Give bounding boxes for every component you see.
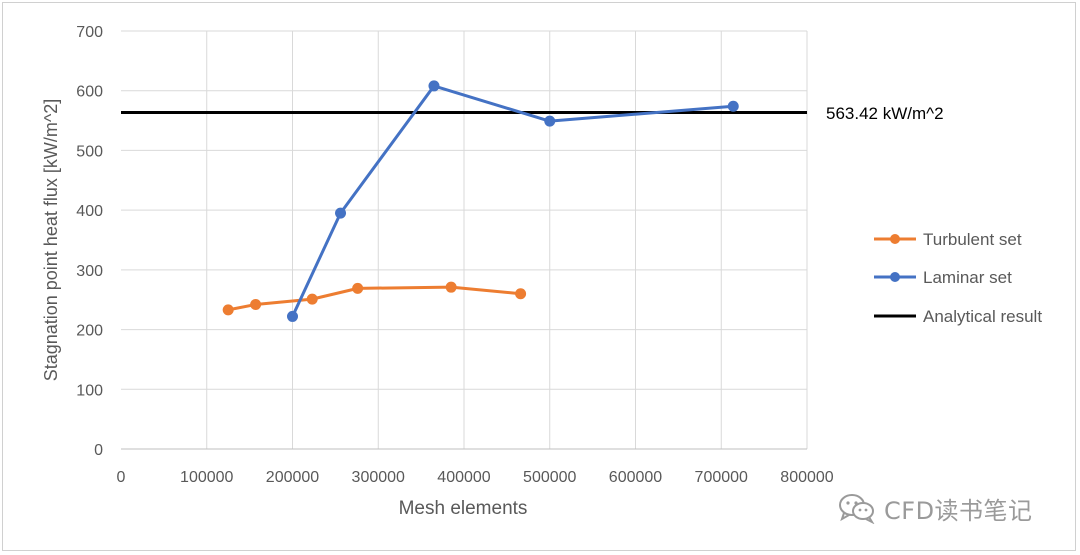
turbulent-set-point — [352, 282, 364, 294]
x-tick-label: 800000 — [780, 469, 833, 486]
wechat-icon — [839, 494, 875, 524]
laminar-set-point — [544, 115, 556, 127]
gridlines — [121, 30, 808, 449]
y-tick-label: 200 — [76, 323, 103, 340]
legend-item-turbulent: Turbulent set — [874, 230, 1022, 249]
y-tick-label: 500 — [76, 143, 103, 160]
turbulent-set-point — [515, 288, 527, 300]
watermark: CFD读书笔记 — [838, 488, 1033, 528]
reference-line-label: 563.42 kW/m^2 — [826, 104, 944, 123]
x-axis-label: Mesh elements — [399, 498, 528, 519]
legend-label-analytical: Analytical result — [923, 307, 1042, 326]
legend-label-laminar: Laminar set — [923, 268, 1012, 287]
y-tick-label: 700 — [76, 24, 103, 41]
turbulent-set-line — [227, 285, 521, 312]
laminar-set-point — [727, 100, 739, 112]
x-tick-label: 700000 — [695, 469, 748, 486]
turbulent-set-point — [250, 298, 262, 310]
x-tick-label: 600000 — [609, 469, 662, 486]
x-tick-label: 0 — [117, 469, 126, 486]
turbulent-set-point — [306, 293, 318, 305]
y-tick-label: 400 — [76, 203, 103, 220]
laminar-set-point — [335, 207, 347, 219]
x-tick-label: 400000 — [437, 469, 490, 486]
turbulent-set-point — [222, 304, 234, 316]
y-tick-label: 300 — [76, 263, 103, 280]
x-tick-label: 200000 — [266, 469, 319, 486]
y-tick-label: 100 — [76, 382, 103, 399]
x-tick-label: 300000 — [352, 469, 405, 486]
laminar-set-point — [428, 80, 440, 92]
laminar-set-line — [291, 84, 734, 318]
legend: Turbulent set Laminar set Analytical res… — [874, 230, 1042, 326]
legend-item-laminar: Laminar set — [874, 268, 1012, 287]
laminar-set-point — [287, 310, 298, 322]
x-tick-label: 500000 — [523, 469, 576, 486]
legend-item-analytical: Analytical result — [874, 307, 1042, 326]
y-tick-label: 600 — [76, 84, 103, 101]
x-tick-label: 100000 — [180, 469, 233, 486]
y-axis-label: Stagnation point heat flux [kW/m^2] — [41, 99, 61, 382]
watermark-text: CFD读书笔记 — [884, 496, 1033, 525]
legend-label-turbulent: Turbulent set — [923, 230, 1022, 249]
y-tick-label: 0 — [94, 442, 103, 459]
series — [121, 80, 807, 322]
turbulent-set-point — [445, 281, 457, 293]
tick-labels: 0 100000 200000 300000 400000 500000 600000 700… — [76, 24, 834, 486]
